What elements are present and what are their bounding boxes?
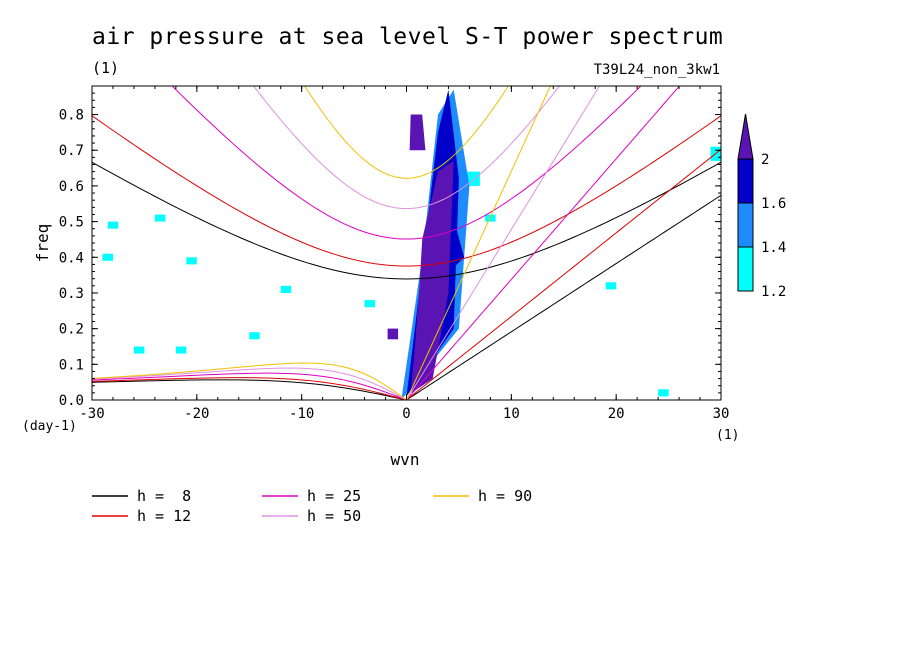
contour-region bbox=[186, 257, 197, 265]
contour-region bbox=[364, 300, 376, 308]
colorbar-label: 1.2 bbox=[761, 284, 786, 300]
gravity-curve bbox=[92, 161, 721, 280]
x-axis-label: wvn bbox=[391, 450, 420, 469]
chart-subtitle-unit: (1) bbox=[92, 59, 120, 77]
gravity-curve bbox=[252, 86, 561, 210]
kelvin-curve bbox=[406, 86, 681, 400]
colorbar-label: 1.6 bbox=[761, 196, 786, 212]
contour-region bbox=[175, 346, 187, 354]
contour-region bbox=[387, 328, 399, 340]
y-tick-label: 0.5 bbox=[59, 215, 84, 231]
rossby-curve bbox=[92, 372, 407, 400]
chart-title: air pressure at sea level S-T power spec… bbox=[92, 24, 724, 50]
legend-label: h = 12 bbox=[137, 507, 191, 525]
legend-label: h = 50 bbox=[307, 507, 361, 525]
contour-region bbox=[605, 282, 617, 290]
x-tick-label: -10 bbox=[289, 406, 314, 422]
x-tick-label: 30 bbox=[713, 406, 730, 422]
rossby-curve bbox=[92, 367, 407, 400]
colorbar-label: 2 bbox=[761, 152, 769, 168]
legend-label: h = 90 bbox=[478, 487, 532, 505]
x-unit-label: (1) bbox=[716, 428, 739, 443]
y-tick-label: 0.4 bbox=[59, 250, 84, 266]
legend: h = 8 h = 12 h = 25 h = 50 h = 90 bbox=[92, 487, 532, 525]
colorbar-swatch bbox=[737, 246, 754, 292]
contour-region bbox=[409, 114, 426, 151]
y-axis-label: freq bbox=[33, 224, 52, 263]
x-tick-label: -20 bbox=[184, 406, 209, 422]
rossby-curve bbox=[92, 379, 407, 400]
chart-subtitle-run-id: T39L24_non_3kw1 bbox=[593, 62, 720, 78]
contour-region bbox=[107, 221, 119, 229]
spectrum-contours bbox=[102, 89, 721, 400]
x-tick-label: 20 bbox=[608, 406, 625, 422]
x-tick-label: 0 bbox=[402, 406, 410, 422]
plot-frame bbox=[91, 85, 722, 401]
legend-label: h = 8 bbox=[137, 487, 191, 505]
y-tick-label: 0.1 bbox=[59, 357, 84, 373]
x-tick-label: 10 bbox=[503, 406, 520, 422]
y-tick-label: 0.0 bbox=[59, 393, 84, 409]
gravity-curve bbox=[171, 86, 642, 240]
colorbar-label: 1.4 bbox=[761, 240, 786, 256]
x-tick-label: -30 bbox=[79, 406, 104, 422]
legend-label: h = 25 bbox=[307, 487, 361, 505]
gravity-curve bbox=[92, 115, 721, 267]
contour-region bbox=[280, 285, 292, 293]
y-tick-label: 0.7 bbox=[59, 143, 84, 159]
contour-region bbox=[133, 346, 145, 354]
kelvin-curve bbox=[406, 148, 721, 400]
rossby-curve bbox=[92, 362, 407, 400]
axes: -30 -20 -10 0 10 20 30 0.0 0.1 0.2 0.3 0.4 0.5 0.6 0.7… bbox=[22, 85, 739, 469]
kelvin-curve bbox=[406, 86, 551, 400]
contour-region bbox=[249, 332, 260, 340]
colorbar-swatch bbox=[737, 202, 754, 248]
gravity-curve bbox=[304, 86, 509, 179]
kelvin-curve bbox=[406, 86, 601, 400]
contour-region bbox=[658, 389, 669, 397]
dispersion-curves bbox=[92, 86, 721, 400]
kelvin-curve bbox=[406, 194, 721, 400]
contour-region bbox=[102, 253, 113, 261]
colorbar-arrow bbox=[737, 113, 754, 160]
y-tick-label: 0.6 bbox=[59, 179, 84, 195]
contour-region bbox=[154, 214, 166, 222]
rossby-curve bbox=[92, 377, 407, 400]
colorbar: 1.2 1.4 1.6 2 bbox=[737, 113, 786, 300]
contour-region bbox=[411, 160, 454, 393]
y-unit-label: (day-1) bbox=[22, 419, 77, 434]
colorbar-swatch bbox=[737, 158, 754, 204]
y-tick-label: 0.8 bbox=[59, 108, 84, 124]
y-tick-label: 0.2 bbox=[59, 322, 84, 338]
y-tick-label: 0.3 bbox=[59, 286, 84, 302]
